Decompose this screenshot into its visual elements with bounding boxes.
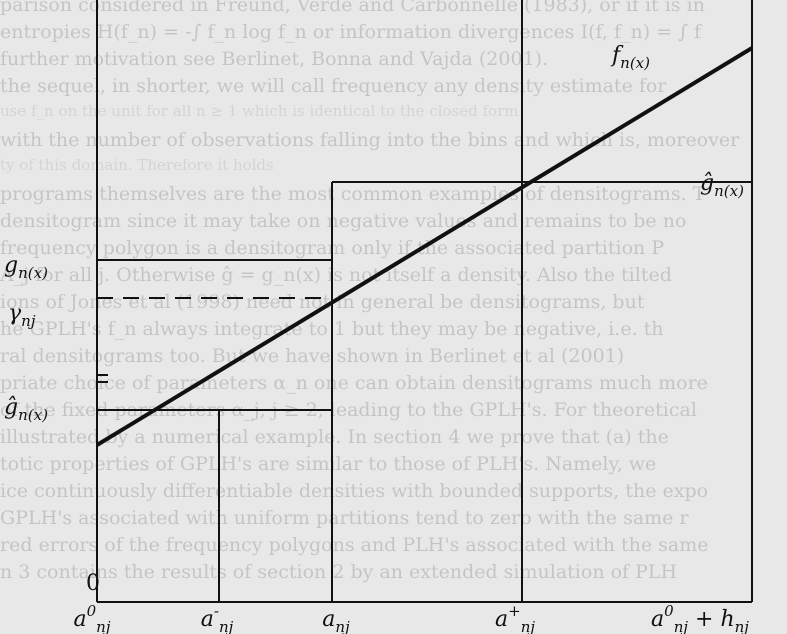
g-tilde-left-label: ĝn(x)​ xyxy=(4,395,48,424)
gamma-label: γnj​ xyxy=(8,301,36,330)
x-tick-a-nj-minus: a-​nj​ xyxy=(201,602,234,634)
f-n-label: fn(x)​ xyxy=(610,43,650,72)
x-tick-a-nj-0: a0​nj​ xyxy=(74,602,111,634)
x-tick-a-nj: anj​ xyxy=(322,607,350,634)
g-n-left-label: gn(x)​ xyxy=(4,253,48,282)
origin-zero-label: 0 xyxy=(86,571,100,596)
g-tilde-top-label: ĝn(x)​ xyxy=(700,171,744,200)
x-tick-a-nj-plus: a+​nj​ xyxy=(495,602,535,634)
x-axis-tick-labels: a0​nj​ a-​nj​ anj​ a+​nj​ a0​nj​ + hnj​ xyxy=(74,602,750,634)
x-tick-a-nj-0-plus-h: a0​nj​ + hnj​ xyxy=(651,602,749,634)
f-n-density-line xyxy=(95,46,754,447)
